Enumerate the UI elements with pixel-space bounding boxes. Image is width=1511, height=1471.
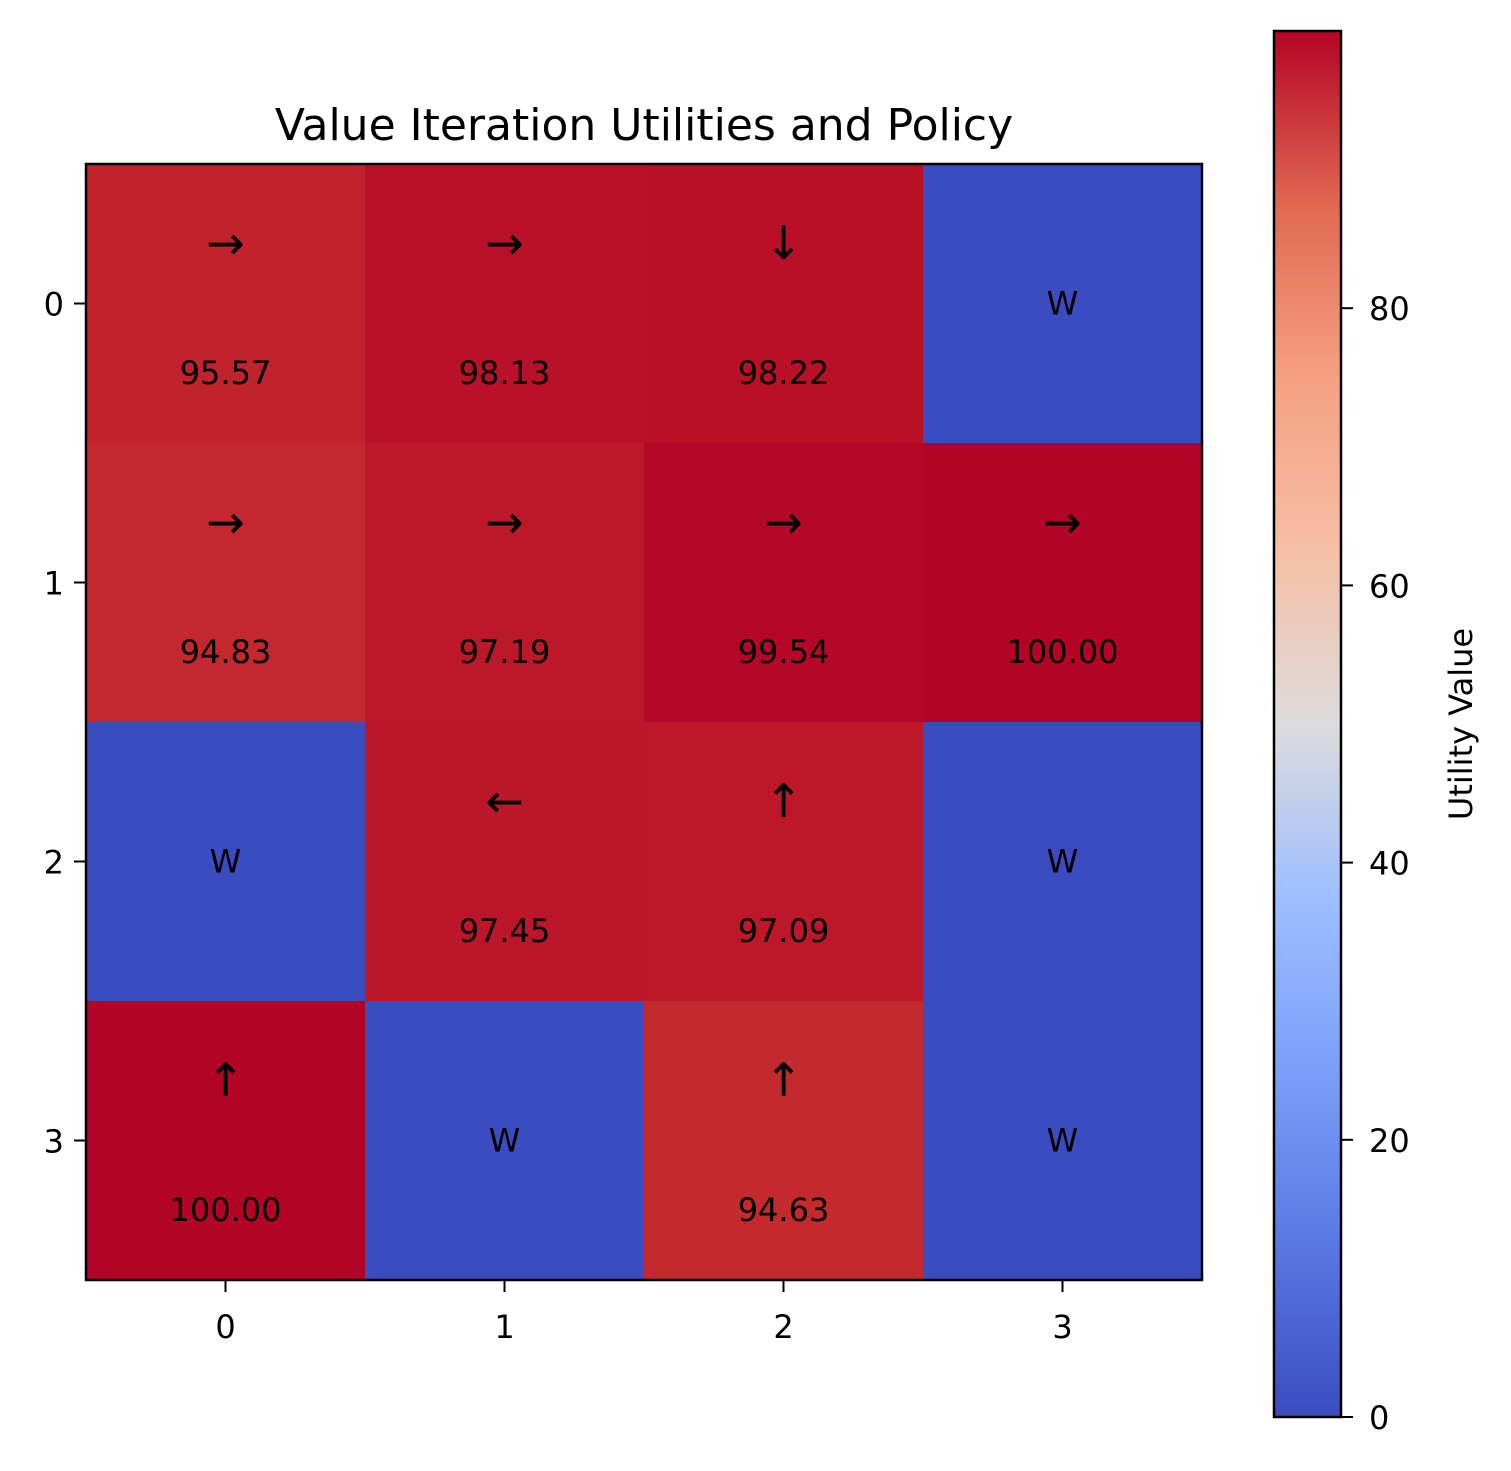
cell-r0-c0 <box>86 164 366 444</box>
utility-label-r1-c2: 99.54 <box>738 633 830 671</box>
policy-arrow-r1-c2: → <box>764 495 803 549</box>
heatmap-cell-annotations: → 95.57 → 98.13 ↓ 98.22 W → 94.83 → 97.19 → 99.54 → 10… <box>170 216 1119 1229</box>
y-tick-label-2: 2 <box>44 844 64 882</box>
colorbar-tick-label-2: 40 <box>1369 845 1410 883</box>
colorbar-tick-label-0: 0 <box>1369 1399 1389 1437</box>
y-axis: 0 1 2 3 <box>44 286 86 1161</box>
utility-label-r2-c2: 97.09 <box>738 912 830 950</box>
utility-label-r1-c1: 97.19 <box>459 633 551 671</box>
policy-arrow-r3-c0: ↑ <box>206 1053 245 1107</box>
policy-arrow-r0-c1: → <box>485 216 524 270</box>
utility-label-r0-c0: 95.57 <box>180 354 272 392</box>
x-tick-label-0: 0 <box>215 1308 235 1346</box>
wall-label-r3-c1: W <box>489 1122 521 1160</box>
policy-arrow-r1-c1: → <box>485 495 524 549</box>
utility-label-r0-c1: 98.13 <box>459 354 551 392</box>
policy-arrow-r2-c2: ↑ <box>764 774 803 828</box>
chart-title: Value Iteration Utilities and Policy <box>275 100 1013 151</box>
utility-label-r2-c1: 97.45 <box>459 912 551 950</box>
colorbar <box>1272 29 1343 1419</box>
cell-r2-c3 <box>923 722 1203 1002</box>
cell-r3-c0 <box>86 1001 366 1281</box>
wall-label-r0-c3: W <box>1047 285 1079 323</box>
cell-r2-c2 <box>644 722 924 1002</box>
policy-arrow-r0-c2: ↓ <box>764 216 803 270</box>
cell-r1-c3 <box>923 443 1203 723</box>
y-tick-label-3: 3 <box>44 1123 64 1161</box>
utility-label-r3-c0: 100.00 <box>170 1191 282 1229</box>
cell-r3-c1 <box>365 1001 645 1281</box>
heatmap-cells <box>86 164 1203 1281</box>
cell-r1-c1 <box>365 443 645 723</box>
y-tick-label-1: 1 <box>44 565 64 603</box>
cell-r0-c1 <box>365 164 645 444</box>
wall-label-r2-c0: W <box>210 843 242 881</box>
policy-arrow-r1-c3: → <box>1043 495 1082 549</box>
cell-r2-c0 <box>86 722 366 1002</box>
colorbar-tick-label-1: 20 <box>1369 1122 1410 1160</box>
cell-r0-c2 <box>644 164 924 444</box>
cell-r1-c2 <box>644 443 924 723</box>
utility-label-r0-c2: 98.22 <box>738 354 830 392</box>
policy-arrow-r2-c1: ← <box>485 774 524 828</box>
colorbar-axis: 0 20 40 60 80 <box>1341 290 1410 1437</box>
x-tick-label-1: 1 <box>494 1308 514 1346</box>
x-axis: 0 1 2 3 <box>215 1280 1073 1346</box>
plot-frame <box>84 162 1204 1282</box>
cell-r3-c2 <box>644 1001 924 1281</box>
wall-label-r2-c3: W <box>1047 843 1079 881</box>
utility-label-r1-c3: 100.00 <box>1007 633 1119 671</box>
y-tick-label-0: 0 <box>44 286 64 324</box>
policy-arrow-r0-c0: → <box>206 216 245 270</box>
colorbar-tick-label-3: 60 <box>1369 567 1410 605</box>
x-tick-label-3: 3 <box>1052 1308 1072 1346</box>
colorbar-label: Utility Value <box>1442 628 1480 820</box>
x-tick-label-2: 2 <box>773 1308 793 1346</box>
cell-r3-c3 <box>923 1001 1203 1281</box>
colorbar-tick-label-4: 80 <box>1369 290 1410 328</box>
policy-arrow-r3-c2: ↑ <box>764 1053 803 1107</box>
cell-r0-c3 <box>923 164 1203 444</box>
wall-label-r3-c3: W <box>1047 1122 1079 1160</box>
policy-arrow-r1-c0: → <box>206 495 245 549</box>
utility-label-r1-c0: 94.83 <box>180 633 272 671</box>
cell-r2-c1 <box>365 722 645 1002</box>
cell-r1-c0 <box>86 443 366 723</box>
utility-label-r3-c2: 94.63 <box>738 1191 830 1229</box>
